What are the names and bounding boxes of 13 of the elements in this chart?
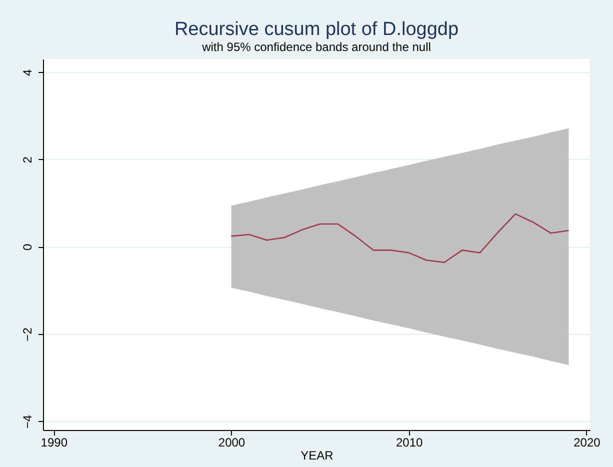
x-tick-label: 1990 (40, 436, 68, 450)
x-tick-label: 2020 (574, 436, 601, 450)
chart-subtitle: with 95% confidence bands around the null (201, 40, 431, 54)
x-axis-title: YEAR (300, 448, 334, 462)
chart-title: Recursive cusum plot of D.loggdp (174, 19, 459, 40)
y-tick-label: 4 (20, 68, 34, 76)
line-series (230, 213, 570, 264)
x-tick-label: 2010 (396, 436, 424, 450)
x-tick-label: 2000 (218, 436, 246, 450)
y-tick-label: −4 (20, 414, 34, 429)
y-tick-label: 2 (20, 156, 34, 164)
y-tick-label: −2 (20, 327, 34, 342)
y-tick-label: 0 (20, 244, 34, 251)
